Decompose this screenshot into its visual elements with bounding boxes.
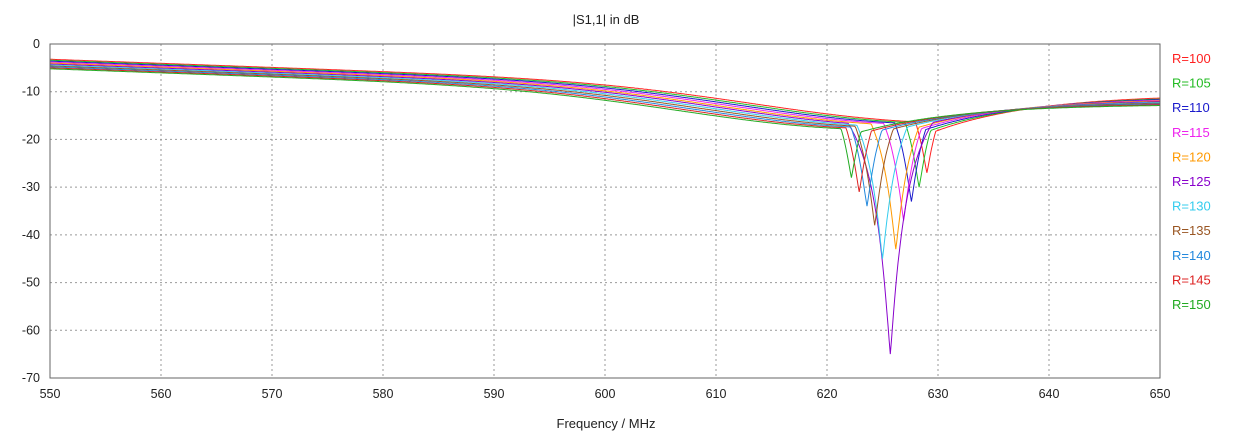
y-tick-label: -50	[22, 276, 40, 290]
legend-entry: R=140	[1172, 248, 1211, 263]
y-tick-label: -20	[22, 132, 40, 146]
series-line-r-120	[50, 62, 1160, 250]
series-line-r-150	[49, 68, 1160, 178]
grid-layer	[50, 44, 1160, 378]
x-tick-label: 560	[151, 387, 172, 401]
x-tick-label: 650	[1150, 387, 1171, 401]
x-tick-label: 580	[373, 387, 394, 401]
series-line-r-115	[49, 61, 1160, 221]
x-tick-label: 630	[928, 387, 949, 401]
legend-entry: R=150	[1172, 297, 1211, 312]
series-line-r-110	[50, 60, 1160, 202]
legend-entry: R=130	[1172, 199, 1211, 214]
y-tick-label: -30	[22, 180, 40, 194]
x-tick-label: 620	[817, 387, 838, 401]
y-tick-label: 0	[33, 37, 40, 51]
chart-title: |S1,1| in dB	[573, 12, 640, 27]
series-layer	[49, 58, 1161, 355]
x-tick-label: 550	[40, 387, 61, 401]
legend-entry: R=110	[1172, 100, 1210, 115]
ticks-layer: 550 560 570 580 590 600 610 620 630 640 650 0 -10 -20…	[22, 37, 1171, 401]
legend: R=100 R=105 R=110 R=115 R=120 R=125 R=130 R=135…	[1172, 51, 1211, 312]
legend-entry: R=100	[1172, 51, 1211, 66]
legend-entry: R=115	[1172, 125, 1210, 140]
x-tick-label: 610	[706, 387, 727, 401]
y-tick-label: -40	[22, 228, 40, 242]
legend-entry: R=105	[1172, 76, 1211, 91]
series-line-r-100	[50, 58, 1161, 173]
legend-entry: R=135	[1172, 223, 1211, 238]
x-tick-label: 590	[484, 387, 505, 401]
series-line-r-105	[49, 59, 1161, 188]
series-line-r-125	[49, 63, 1160, 355]
x-axis-title: Frequency / MHz	[557, 416, 656, 431]
y-tick-label: -60	[22, 323, 40, 337]
legend-entry: R=145	[1172, 272, 1211, 287]
x-tick-label: 640	[1039, 387, 1060, 401]
plot-frame	[49, 43, 1161, 379]
x-tick-label: 600	[595, 387, 616, 401]
legend-entry: R=125	[1172, 174, 1211, 189]
legend-entry: R=120	[1172, 149, 1211, 164]
y-tick-label: -10	[22, 85, 40, 99]
y-tick-label: -70	[22, 371, 40, 385]
x-tick-label: 570	[262, 387, 283, 401]
